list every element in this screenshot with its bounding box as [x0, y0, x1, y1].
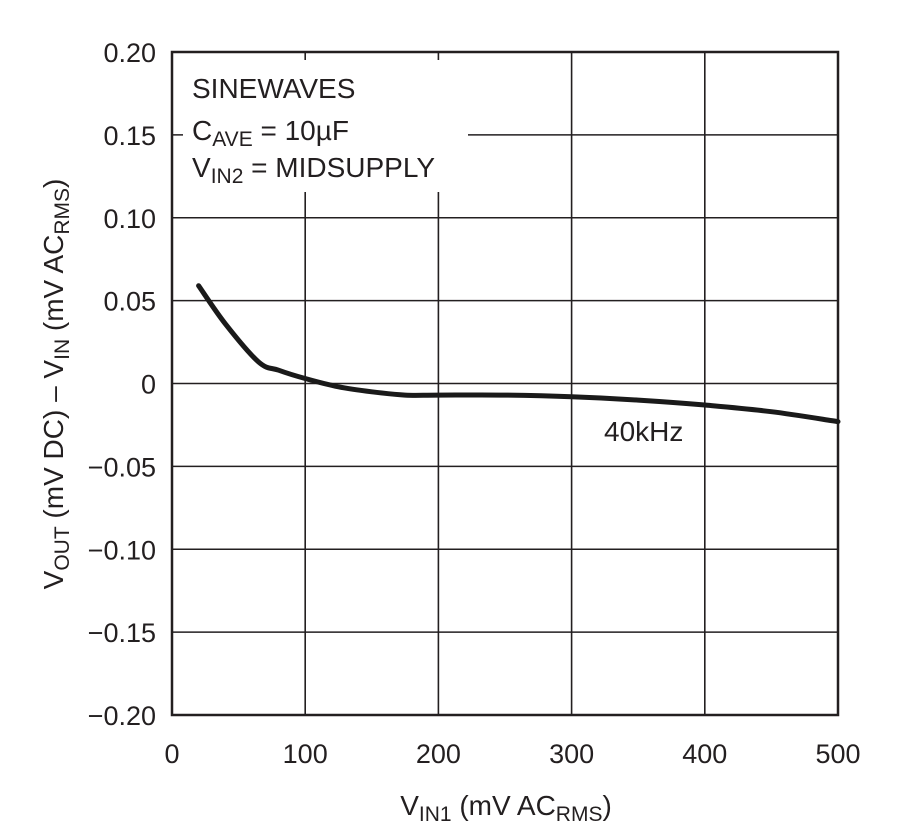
x-tick-label: 300 [549, 739, 594, 769]
x-tick-label: 100 [283, 739, 328, 769]
y-tick-label: −0.15 [88, 618, 156, 648]
series-layer [196, 283, 841, 425]
y-axis-label: VOUT (mV DC) – VIN (mV ACRMS) [38, 179, 74, 590]
annotation-vin2: VIN2 = MIDSUPPLY [192, 152, 435, 188]
y-tick-label: −0.05 [88, 452, 156, 482]
series-line-40khz [196, 283, 841, 425]
y-tick-label: 0.10 [103, 204, 156, 234]
series-label-40khz: 40kHz [604, 416, 683, 447]
x-tick-label: 500 [815, 739, 860, 769]
x-tick-labels: 0 100 200 300 400 500 [164, 739, 860, 769]
y-tick-label: 0.15 [103, 121, 156, 151]
x-tick-label: 200 [416, 739, 461, 769]
x-tick-label: 0 [164, 739, 179, 769]
y-tick-label: 0.05 [103, 287, 156, 317]
y-tick-label: 0.20 [103, 38, 156, 68]
y-tick-label: −0.20 [88, 701, 156, 731]
y-tick-label: −0.10 [88, 535, 156, 565]
plot-frame [170, 50, 840, 717]
annotation-background [183, 60, 468, 192]
annotation-cave: CAVE = 10µF [192, 115, 349, 151]
x-tick-label: 400 [682, 739, 727, 769]
y-tick-labels: 0.20 0.15 0.10 0.05 0 −0.05 −0.10 −0.15 −0.20 [88, 38, 156, 731]
y-tick-label: 0 [141, 370, 156, 400]
x-axis-label: VIN1 (mV ACRMS) [400, 790, 612, 826]
annotation-sinewaves: SINEWAVES [192, 73, 355, 104]
